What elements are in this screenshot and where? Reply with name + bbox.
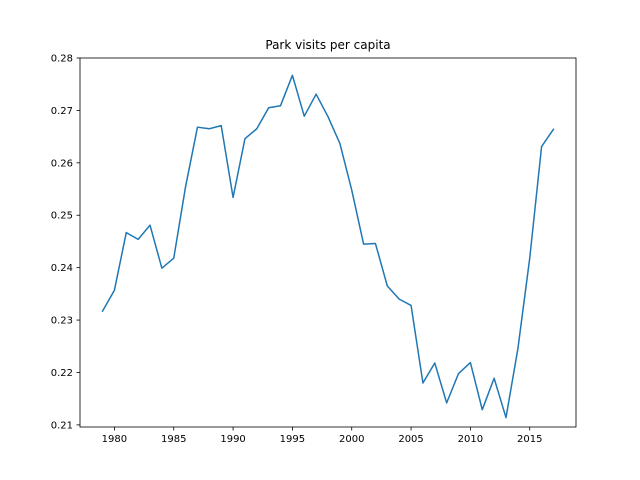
data-point <box>256 128 258 130</box>
data-point <box>327 116 329 118</box>
data-point <box>102 310 104 312</box>
data-point <box>493 377 495 379</box>
x-tick-label: 2000 <box>339 434 364 445</box>
data-point <box>315 93 317 95</box>
y-tick-label: 0.27 <box>51 106 73 117</box>
x-tick-label: 2015 <box>517 434 542 445</box>
y-tick-label: 0.25 <box>51 211 73 222</box>
x-tick-label: 1995 <box>280 434 305 445</box>
x-axis: 1980 1985 1990 1995 2000 2005 2010 2015 <box>102 427 542 445</box>
data-point <box>244 138 246 140</box>
data-point <box>303 115 305 117</box>
data-point <box>529 257 531 259</box>
y-tick-label: 0.26 <box>51 158 73 169</box>
data-point <box>339 142 341 144</box>
plot-frame <box>79 57 577 428</box>
data-point <box>173 257 175 259</box>
y-tick-label: 0.21 <box>51 420 73 431</box>
data-point <box>220 125 222 127</box>
data-point <box>458 373 460 375</box>
data-point <box>363 243 365 245</box>
series-line <box>101 74 555 419</box>
data-point <box>351 189 353 191</box>
data-point <box>196 126 198 128</box>
data-point <box>434 362 436 364</box>
y-tick-label: 0.23 <box>51 316 73 327</box>
data-point <box>291 74 293 76</box>
data-point <box>410 304 412 306</box>
data-point <box>208 128 210 130</box>
y-tick-label: 0.22 <box>51 368 73 379</box>
data-point <box>446 402 448 404</box>
data-point <box>469 362 471 364</box>
data-point <box>481 409 483 411</box>
y-tick-label: 0.24 <box>51 263 73 274</box>
data-point <box>125 232 127 234</box>
data-point <box>161 267 163 269</box>
data-point <box>137 238 139 240</box>
data-point <box>113 289 115 291</box>
data-point <box>232 196 234 198</box>
data-point <box>149 224 151 226</box>
chart-title: Park visits per capita <box>265 38 390 52</box>
data-point <box>517 348 519 350</box>
x-tick-label: 1985 <box>161 434 186 445</box>
data-point <box>374 243 376 245</box>
data-point <box>541 146 543 148</box>
y-axis: 0.21 0.22 0.23 0.24 0.25 0.26 0.27 0.28 <box>51 54 80 431</box>
data-point <box>505 417 507 419</box>
x-tick-label: 2005 <box>398 434 423 445</box>
x-tick-label: 1980 <box>102 434 127 445</box>
data-point <box>280 105 282 107</box>
data-point <box>398 298 400 300</box>
x-tick-label: 1990 <box>220 434 245 445</box>
y-tick-label: 0.28 <box>51 54 73 65</box>
data-point <box>422 382 424 384</box>
data-point <box>386 285 388 287</box>
data-point <box>268 107 270 109</box>
data-point <box>552 128 554 130</box>
x-tick-label: 2010 <box>458 434 483 445</box>
data-point <box>185 185 187 187</box>
